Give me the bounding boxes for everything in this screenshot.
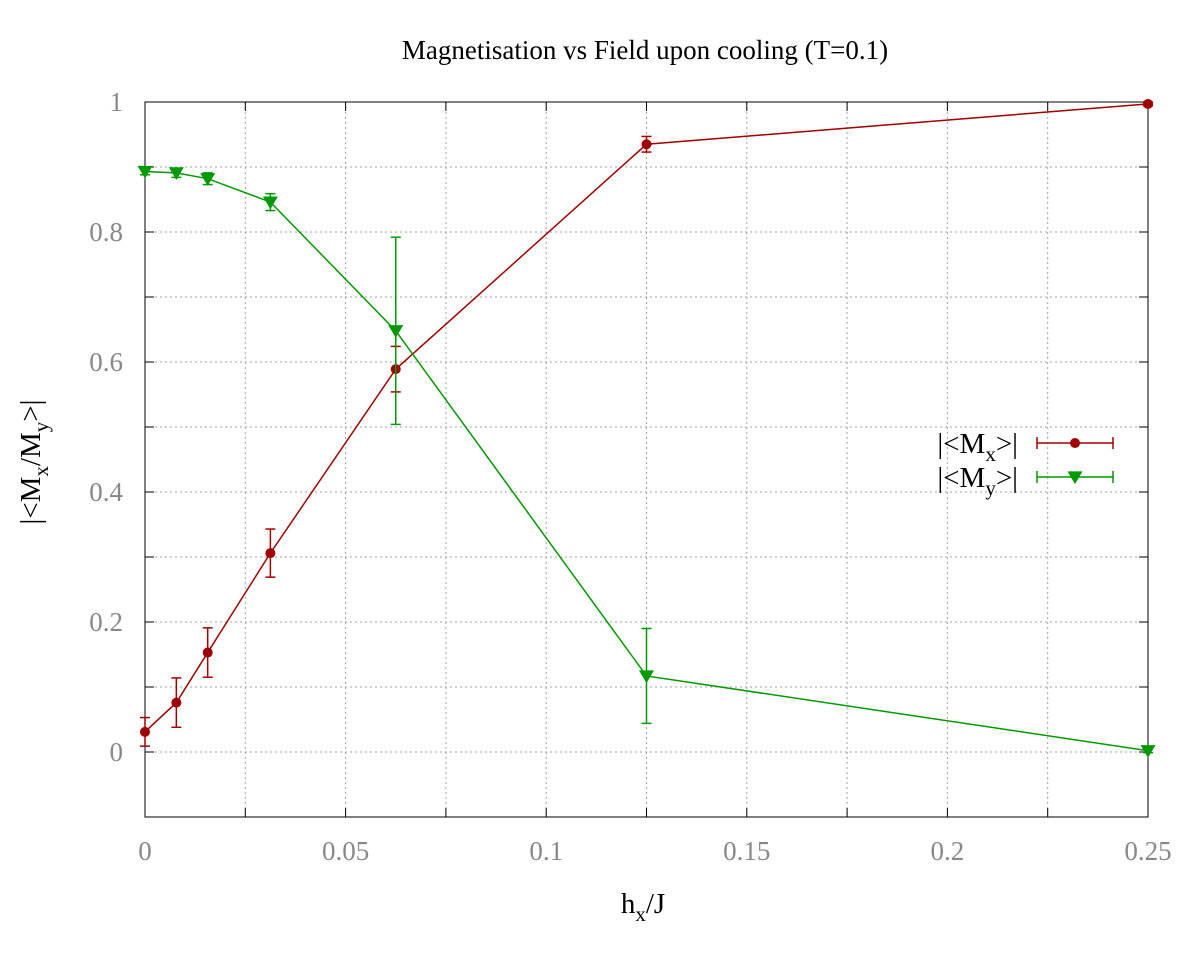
grid	[145, 102, 1148, 817]
data-point	[641, 139, 652, 150]
y-tick-label: 0	[110, 737, 124, 767]
legend-marker	[1070, 438, 1080, 448]
legend: |<Mx>||<My>|	[937, 428, 1114, 500]
legend-marker	[1067, 471, 1083, 485]
x-tick-label: 0.25	[1124, 836, 1171, 866]
y-tick-label: 0.2	[89, 607, 123, 637]
series-my	[137, 165, 1156, 758]
x-tick-label: 0.1	[529, 836, 563, 866]
x-tick-label: 0.15	[723, 836, 770, 866]
data-point	[202, 647, 213, 658]
x-axis-label: hx/J	[621, 888, 665, 926]
legend-label: |<My>|	[937, 462, 1018, 500]
x-tick-label: 0	[138, 836, 152, 866]
data-point	[137, 165, 153, 179]
chart-title: Magnetisation vs Field upon cooling (T=0…	[402, 35, 888, 65]
data-point	[388, 325, 404, 338]
data-point	[265, 548, 276, 559]
data-point	[200, 173, 216, 186]
data-point	[1140, 745, 1156, 758]
legend-item-my: |<My>|	[937, 462, 1114, 500]
data-point	[1143, 98, 1153, 109]
y-tick-label: 0.8	[89, 217, 123, 247]
legend-item-mx: |<Mx>|	[937, 428, 1114, 466]
x-tick-label: 0.05	[322, 836, 369, 866]
data-point	[140, 726, 150, 737]
axis-ticks: 0 0.2 0.4 0.6 0.8 1 0 0.05 0.1 0.15 0.2 0.25	[89, 87, 1171, 866]
y-axis-label: |<Mx/My>|	[15, 400, 53, 525]
data-point	[171, 697, 182, 708]
x-tick-label: 0.2	[931, 836, 965, 866]
y-tick-label: 1	[110, 87, 124, 117]
data-point	[639, 670, 654, 684]
data-point	[262, 196, 278, 210]
series	[137, 98, 1156, 758]
data-point	[168, 167, 184, 180]
legend-label: |<Mx>|	[937, 428, 1018, 466]
y-tick-label: 0.4	[89, 477, 123, 507]
y-tick-label: 0.6	[89, 347, 123, 377]
